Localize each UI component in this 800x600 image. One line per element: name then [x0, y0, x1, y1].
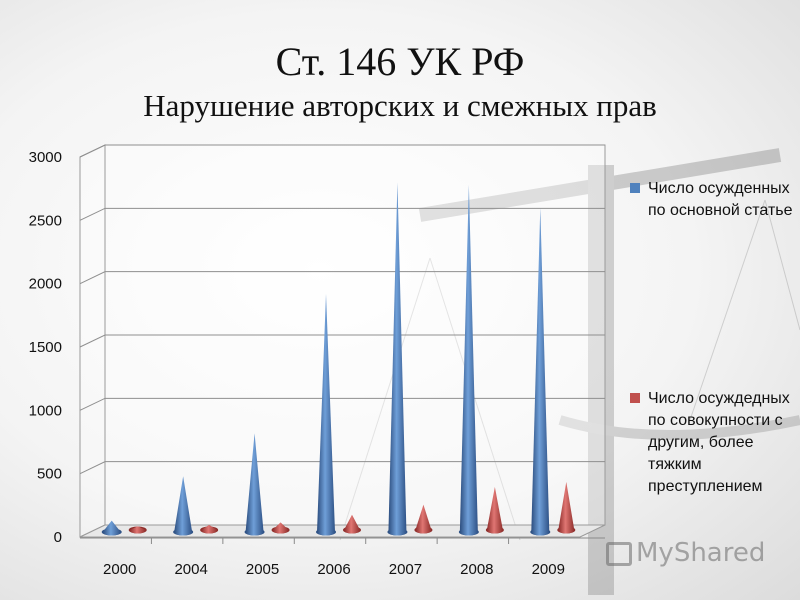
cone-body	[201, 524, 218, 534]
gridline	[79, 334, 605, 348]
legend-swatch-blue	[630, 183, 640, 193]
cone-body	[272, 522, 289, 534]
gridline	[79, 144, 605, 158]
cone-body	[245, 433, 264, 536]
x-axis-ticks: 2000 2004 2005 2006 2007 2008 2009	[103, 538, 565, 578]
cone-main	[530, 207, 551, 536]
legend-label-aggregate: Число осуждедных по совокупности с други…	[648, 390, 790, 495]
chart-subtitle: Нарушение авторских и смежных прав	[143, 88, 657, 123]
gridline	[79, 461, 605, 475]
x-tick-label: 2006	[317, 561, 350, 578]
x-tick-label: 2005	[246, 561, 279, 578]
cone-body	[486, 486, 503, 534]
presentation-icon	[606, 541, 632, 566]
cone-main	[244, 433, 265, 536]
cone-body	[415, 504, 432, 534]
watermark-logo: MyShared	[606, 538, 765, 568]
x-tick-label: 2008	[460, 561, 493, 578]
cone-body	[531, 207, 550, 536]
cone-body	[344, 514, 360, 534]
y-tick-label: 500	[37, 466, 62, 483]
y-tick-label: 1000	[29, 402, 62, 419]
y-tick-label: 1500	[29, 339, 62, 356]
cone-body	[174, 476, 193, 536]
cone-main	[101, 520, 122, 536]
cone-body	[102, 520, 121, 536]
x-tick-label: 2007	[389, 561, 422, 578]
cone-main	[387, 182, 408, 536]
gridline	[79, 397, 605, 411]
watermark-text: MyShared	[636, 538, 766, 568]
y-axis-ticks: 0 500 1000 1500 2000 2500 3000	[29, 149, 62, 546]
floor	[79, 524, 606, 538]
cone-aggregate	[200, 524, 219, 534]
cone-main	[316, 293, 336, 536]
x-tick-label: 2000	[103, 561, 136, 578]
cone-main	[458, 184, 479, 536]
plot-area	[79, 144, 606, 539]
gridline	[79, 271, 605, 285]
y-tick-label: 0	[54, 529, 62, 546]
y-tick-label: 3000	[29, 149, 62, 166]
cone-body	[459, 184, 478, 536]
cone-aggregate	[414, 504, 433, 534]
cone-aggregate	[128, 526, 147, 534]
scales-decoration	[339, 148, 800, 595]
x-tick-label: 2004	[174, 561, 207, 578]
cone-aggregate	[343, 514, 361, 534]
gridline	[79, 207, 605, 221]
cone-aggregate	[485, 486, 504, 534]
cone-aggregate	[271, 522, 290, 534]
cone-body	[558, 481, 575, 534]
cone-main	[173, 476, 194, 536]
chart-title: Ст. 146 УК РФ	[275, 39, 525, 84]
x-tick-label: 2009	[532, 561, 565, 578]
cone-aggregate	[557, 481, 576, 534]
legend-swatch-red	[630, 393, 640, 403]
cone-body	[317, 293, 335, 536]
legend-label-main: Число осужденных по основной статье	[648, 180, 793, 219]
cone-body	[388, 182, 407, 536]
y-tick-label: 2000	[29, 276, 62, 293]
y-tick-label: 2500	[29, 212, 62, 229]
cones	[101, 182, 576, 536]
cone-body	[129, 526, 146, 534]
gridlines	[79, 144, 605, 475]
